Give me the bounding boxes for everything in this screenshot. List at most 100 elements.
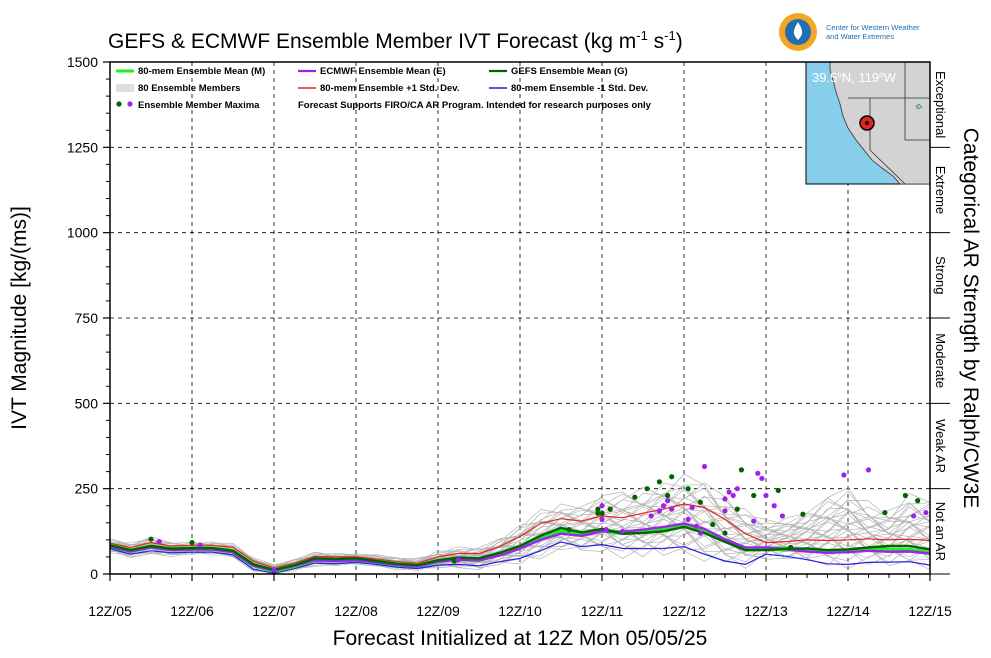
category-label: Moderate: [933, 333, 948, 388]
legend: 80-mem Ensemble Mean (M) 80 Ensemble Mem…: [116, 66, 652, 111]
ecmwf-maximum-point: [751, 518, 757, 524]
ecmwf-maximum-point: [701, 463, 708, 470]
ecmwf-maximum-point: [455, 557, 462, 563]
ecmwf-maximum-point: [693, 523, 699, 529]
x-tick-label: 12Z/15: [908, 603, 952, 619]
y-tick-label: 1000: [67, 225, 98, 241]
logo-drop-icon: [793, 22, 803, 40]
logo-line1: Center for Western Weather: [826, 23, 920, 32]
y-tick-label: 1500: [67, 54, 98, 70]
gefs-maximum-point: [451, 558, 457, 564]
x-tick-label: 12Z/12: [662, 603, 706, 619]
category-label: Extreme: [933, 166, 948, 214]
category-label: Strong: [933, 256, 948, 294]
loc-deg2: o: [879, 70, 884, 79]
ecmwf-maximum-point: [722, 496, 728, 502]
ecmwf-maximum-point: [656, 508, 663, 514]
x-axis-label: Forecast Initialized at 12Z Mon 05/05/25: [333, 627, 708, 650]
series-plus1-line: [109, 503, 931, 569]
x-tick-label: 12Z/10: [498, 603, 542, 619]
ecmwf-maximum-point: [865, 467, 872, 473]
ecmwf-maximum-point: [841, 472, 847, 478]
ecmwf-maximum-point: [660, 503, 667, 509]
right-axis-title: Categorical AR Strength by Ralph/CW3E: [959, 128, 982, 509]
chart-title-sup1: -1: [636, 28, 648, 43]
grid-lines: [110, 62, 930, 574]
y-tick-label: 1250: [67, 139, 98, 155]
gefs-maximum-point: [710, 521, 716, 528]
ecmwf-maximum-point: [771, 503, 777, 509]
x-tick-label: 12Z/08: [334, 603, 378, 619]
loc-lat: 39.5: [812, 70, 837, 85]
ensemble-member-line: [109, 473, 931, 568]
gefs-maximum-point: [738, 467, 745, 473]
series-gefs-line: [109, 525, 931, 572]
ecmwf-maximum-point: [599, 516, 605, 522]
gefs-maximum-point: [644, 486, 650, 492]
chart-title: GEFS & ECMWF Ensemble Member IVT Forecas…: [108, 28, 683, 53]
series-lines: [109, 503, 931, 574]
ecmwf-maximum-point: [156, 538, 162, 545]
gefs-maximum-point: [632, 494, 638, 500]
gefs-maximum-point: [148, 536, 154, 542]
ecmwf-maximum-point: [759, 475, 765, 482]
gefs-maximum-point: [665, 492, 671, 499]
gefs-maximum-point: [669, 474, 675, 480]
gefs-maximum-point: [595, 510, 601, 516]
gefs-maximum-point: [697, 499, 704, 505]
ecmwf-maximum-point: [763, 492, 769, 499]
y-tick-label: 0: [90, 566, 98, 582]
legend-plus1: 80-mem Ensemble +1 Std. Dev.: [320, 83, 459, 94]
ecmwf-maximum-point: [619, 528, 626, 534]
legend-gefs: GEFS Ensemble Mean (G): [511, 66, 628, 77]
x-tick-label: 12Z/05: [88, 603, 132, 619]
category-label: Weak AR: [933, 419, 948, 473]
ensemble-maxima: [148, 463, 929, 574]
axes: 0 250 500 750 1000 1250 1500 12Z/05 12Z/06 12Z/07…: [67, 54, 952, 619]
gefs-maximum-point: [607, 506, 613, 512]
loc-lon-hem: W: [884, 70, 897, 85]
y-tick-label: 250: [75, 481, 99, 497]
gefs-maximum-point: [800, 511, 806, 517]
gefs-maximum-point: [882, 509, 888, 516]
x-tick-label: 12Z/06: [170, 603, 214, 619]
x-tick-label: 12Z/09: [416, 603, 460, 619]
x-tick-label: 12Z/07: [252, 603, 296, 619]
gefs-maximum-point: [788, 544, 794, 550]
legend-maxima: Ensemble Member Maxima: [138, 100, 260, 111]
legend-disclaimer: Forecast Supports FIRO/CA AR Program. In…: [298, 100, 652, 111]
y-tick-label: 750: [75, 310, 99, 326]
category-label: Not an AR: [933, 502, 948, 561]
ecmwf-maximum-point: [726, 489, 732, 495]
cw3e-logo: Center for Western Weather and Water Ext…: [779, 13, 920, 51]
legend-ecmwf: ECMWF Ensemble Mean (E): [320, 66, 446, 77]
loc-lon: 119: [858, 70, 879, 85]
gefs-maximum-point: [595, 506, 601, 512]
ecmwf-maximum-point: [779, 513, 786, 519]
ecmwf-maximum-point: [665, 498, 671, 504]
x-tick-label: 12Z/14: [826, 603, 870, 619]
category-label: Exceptional: [933, 71, 948, 138]
ecmwf-maximum-point: [697, 530, 704, 536]
loc-lat-hem: N,: [842, 70, 859, 85]
gefs-maximum-point: [566, 527, 572, 533]
ecmwf-maximum-point: [197, 542, 203, 548]
ecmwf-maximum-point: [669, 506, 675, 512]
gefs-maximum-point: [751, 492, 757, 499]
loc-deg1: o: [837, 70, 842, 79]
ecmwf-maximum-point: [730, 492, 736, 499]
logo-line2: and Water Extremes: [826, 32, 894, 41]
legend-mean80: 80-mem Ensemble Mean (M): [138, 66, 265, 77]
gefs-maximum-point: [599, 510, 605, 516]
gefs-maximum-point: [722, 530, 728, 536]
series-minus1-line: [109, 541, 931, 574]
gefs-maximum-point: [902, 492, 909, 499]
ecmwf-maximum-point: [603, 527, 609, 533]
legend-minus1: 80-mem Ensemble -1 Std. Dev.: [511, 83, 648, 94]
chart-title-mid: s: [648, 30, 664, 53]
ecmwf-maximum-point: [755, 470, 761, 476]
ecmwf-maximum-point: [685, 516, 691, 522]
gefs-maximum-point: [915, 498, 921, 504]
chart-title-end: ): [676, 30, 683, 53]
y-axis-label: IVT Magnitude [kg/(ms)]: [8, 206, 31, 430]
